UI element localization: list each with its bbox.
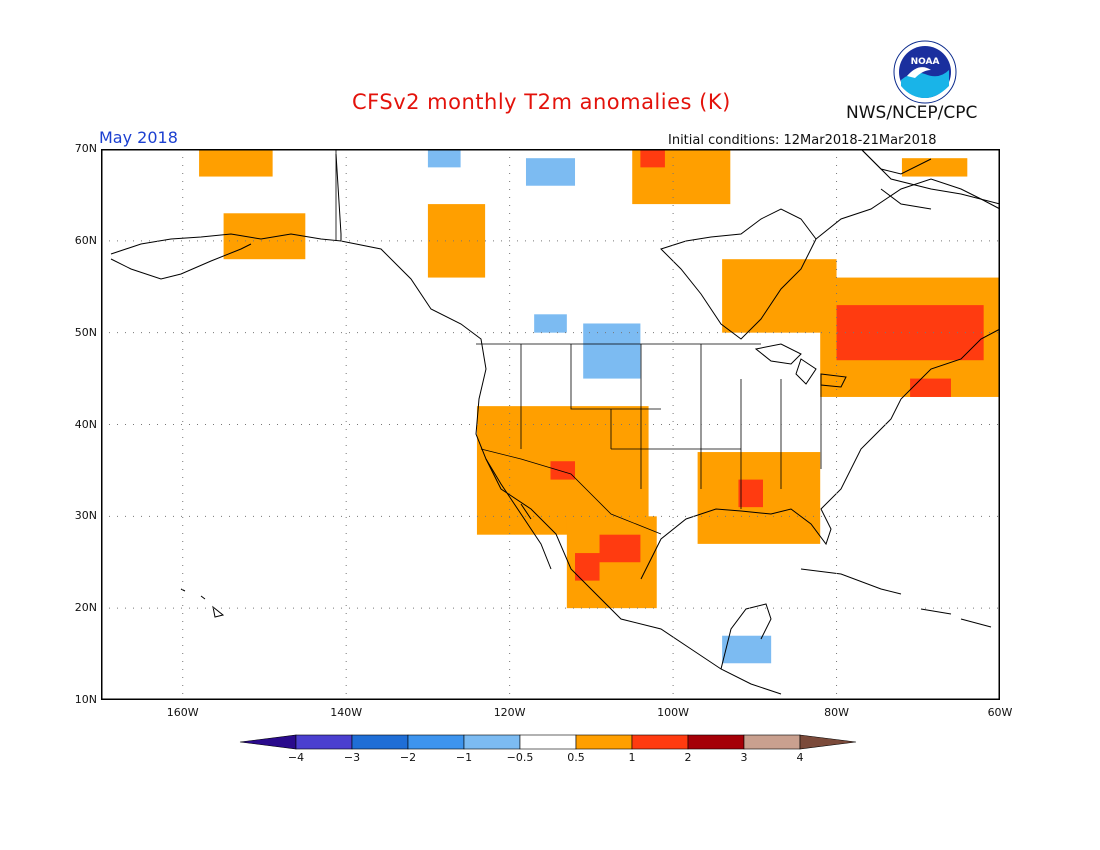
colorbar-segment xyxy=(631,734,689,750)
colorbar-segment xyxy=(743,734,801,750)
colorbar-segment xyxy=(575,734,633,750)
warm-anomaly-region-2 xyxy=(427,204,486,278)
lat-label: 10N xyxy=(74,693,97,706)
colorbar-min-arrow xyxy=(239,734,297,750)
map-title: CFSv2 monthly T2m anomalies (K) xyxy=(352,90,731,114)
colorbar-label: 0.5 xyxy=(567,751,585,764)
lat-label: 20N xyxy=(74,601,97,615)
colorbar-segment xyxy=(295,734,353,750)
cool-anomaly-region-2 xyxy=(525,158,576,186)
color-scale-bar xyxy=(239,734,857,750)
lon-label: 140W xyxy=(330,706,363,719)
hot-anomaly-region-5 xyxy=(640,149,665,168)
map-frame xyxy=(101,149,1000,700)
hot-anomaly-region-1 xyxy=(550,461,576,480)
lat-label: 30N xyxy=(74,509,97,523)
colorbar-label: 4 xyxy=(796,751,804,764)
colorbar-segment xyxy=(407,734,465,750)
coastlines xyxy=(110,149,1000,695)
cool-anomaly-region-0 xyxy=(583,323,641,379)
colorbar-max-arrow xyxy=(799,734,857,750)
lat-label: 50N xyxy=(74,325,97,339)
colorbar-label: 1 xyxy=(628,751,636,764)
warm-anomaly-region-3 xyxy=(722,259,837,333)
colorbar-label: −2 xyxy=(399,751,417,764)
colorbar-segment xyxy=(351,734,409,750)
lon-label: 60W xyxy=(987,706,1013,719)
colorbar-segment xyxy=(687,734,745,750)
lat-label: 60N xyxy=(74,233,97,247)
hot-anomaly-region-3 xyxy=(575,553,600,581)
warm-anomaly-region-0 xyxy=(199,149,273,177)
warm-anomaly-region-1 xyxy=(223,213,306,260)
initial-conditions-label: Initial conditions: 12Mar2018-21Mar2018 xyxy=(668,133,937,148)
lat-label: 40N xyxy=(74,417,97,431)
colorbar-label: 3 xyxy=(740,751,748,764)
noaa-logo-text: NOAA xyxy=(911,57,940,67)
lon-label: 160W xyxy=(166,706,199,719)
colorbar-label: −4 xyxy=(287,751,305,764)
hot-anomaly-region-2 xyxy=(599,534,641,563)
anomaly-map xyxy=(101,149,1000,700)
valid-month-label: May 2018 xyxy=(99,128,178,147)
noaa-logo-icon: NOAA xyxy=(893,40,957,104)
warm-anomaly-region-9 xyxy=(901,158,968,177)
colorbar-label: −0.5 xyxy=(506,751,534,764)
cool-anomaly-region-1 xyxy=(427,149,461,168)
hot-anomaly-region-4 xyxy=(738,479,763,508)
hot-anomaly-region-6 xyxy=(910,378,951,397)
lon-label: 100W xyxy=(657,706,690,719)
lat-label: 70N xyxy=(74,142,97,155)
colorbar-label: −3 xyxy=(343,751,361,764)
colorbar-segment xyxy=(463,734,521,750)
colorbar-segment xyxy=(519,734,577,750)
anomaly-cells xyxy=(199,149,1000,664)
lon-label: 80W xyxy=(824,706,849,719)
agency-label: NWS/NCEP/CPC xyxy=(846,103,978,123)
colorbar-label: 2 xyxy=(684,751,692,764)
cool-anomaly-region-3 xyxy=(534,314,567,333)
lon-label: 120W xyxy=(493,706,526,719)
hot-anomaly-region-0 xyxy=(836,305,984,361)
cool-anomaly-region-4 xyxy=(722,635,772,664)
colorbar-label: −1 xyxy=(455,751,473,764)
